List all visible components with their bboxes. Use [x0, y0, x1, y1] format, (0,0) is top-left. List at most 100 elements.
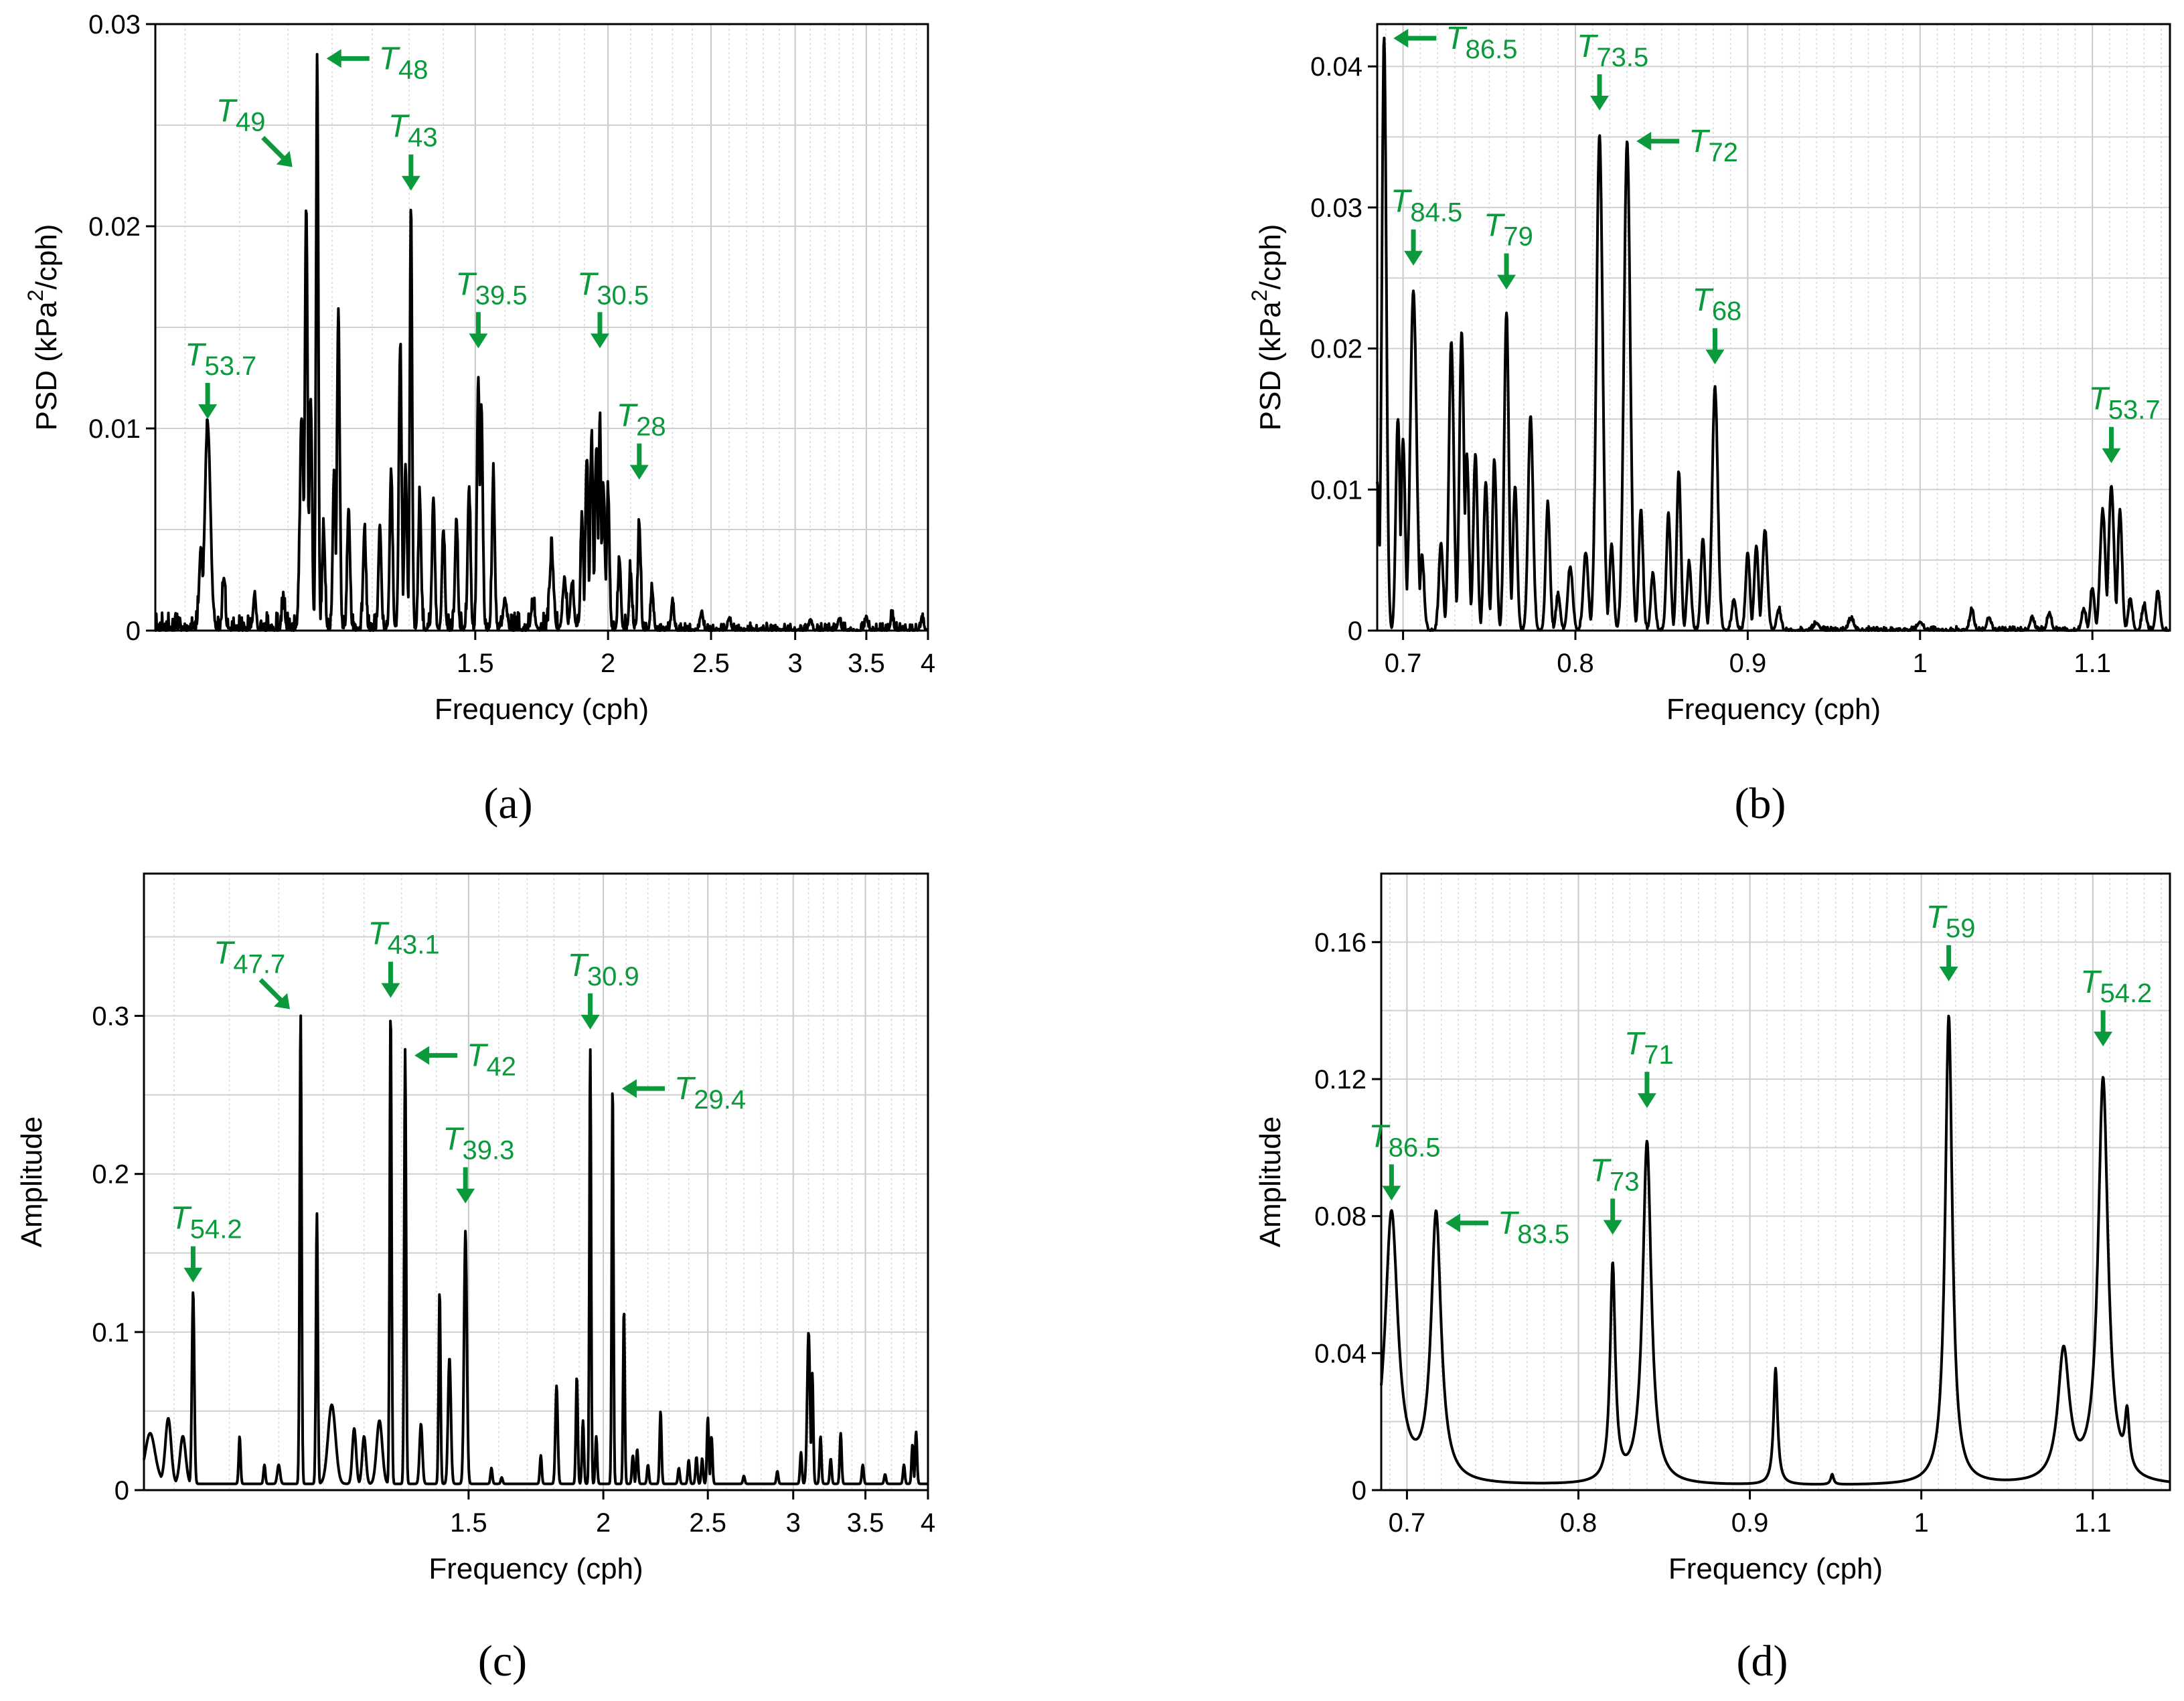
annotation: T86.5	[1369, 1119, 1441, 1201]
x-tick-label: 3	[788, 649, 803, 678]
annotation-label: T49	[216, 93, 266, 137]
annotation: T54.2	[170, 1201, 242, 1283]
annotation-arrow-head	[1636, 131, 1652, 151]
annotation-label: T43.1	[368, 916, 439, 960]
x-tick-label: 1.1	[2074, 649, 2111, 678]
plot-frame	[1376, 23, 2171, 632]
annotation-arrow-head	[414, 1046, 430, 1065]
annotation-arrow-head	[198, 404, 218, 419]
annotation: T73	[1590, 1153, 1640, 1235]
y-tick-label: 0.03	[1310, 193, 1362, 223]
y-tick-label: 0.16	[1314, 928, 1367, 957]
annotation-label: T39.3	[443, 1122, 514, 1165]
annotation-arrow-head	[629, 465, 649, 480]
x-tick-label: 3.5	[848, 649, 885, 678]
x-tick-label: 1.5	[450, 1508, 487, 1538]
annotation-arrow-head	[1404, 250, 1423, 266]
annotation-arrow-head	[401, 175, 420, 191]
annotation-label: T68	[1692, 282, 1741, 326]
annotation: T71	[1624, 1026, 1674, 1109]
panel-label: (a)	[483, 779, 532, 828]
annotation-arrow-head	[580, 1014, 600, 1030]
annotation-label: T47.7	[214, 936, 285, 979]
y-tick-label: 0	[126, 617, 141, 646]
annotation-arrow-shaft	[258, 978, 284, 1003]
annotation: T42	[414, 1038, 516, 1082]
x-tick-label: 0.7	[1385, 649, 1422, 678]
annotation-arrow-head	[2102, 448, 2121, 463]
annotation: T39.5	[455, 266, 528, 349]
y-tick-label: 0.01	[88, 414, 141, 444]
annotation-arrow-head	[456, 1188, 475, 1204]
x-tick-label: 0.7	[1389, 1508, 1426, 1538]
x-tick-label: 3	[786, 1508, 801, 1538]
panel-d: 0.7 0.8 0.9 1 1.1 0 0.04 0.08 0.12 0.16 Frequency …	[1254, 872, 2171, 1686]
y-tick-label: 0.04	[1310, 52, 1362, 82]
y-tick-label: 0	[1352, 1476, 1367, 1506]
series-line	[1380, 1014, 2171, 1486]
annotation-arrow-head	[1637, 1093, 1656, 1109]
y-tick-label: 0.03	[88, 10, 141, 39]
series-line	[1376, 36, 2171, 632]
y-tick-label: 0.08	[1314, 1202, 1367, 1232]
grid	[155, 24, 928, 631]
y-tick-label: 0.01	[1310, 475, 1362, 505]
y-axis-title-sup: 2	[23, 289, 48, 301]
annotation: T47.7	[214, 936, 291, 1009]
annotation-label: T84.5	[1391, 184, 1462, 228]
y-axis-title: PSD (kPa2/cph)	[1247, 224, 1287, 431]
y-tick-label: 0.3	[92, 1002, 129, 1032]
annotation-label: T72	[1689, 124, 1738, 167]
y-tick-label: 0.1	[92, 1318, 129, 1348]
grid	[1381, 874, 2170, 1490]
annotation-label: T54.2	[170, 1201, 242, 1244]
y-tick-label: 0.02	[1310, 335, 1362, 364]
annotation-label: T30.9	[568, 948, 639, 991]
plot-frame	[143, 872, 929, 1491]
y-tick-label: 0.2	[92, 1160, 129, 1190]
x-axis-title: Frequency (cph)	[1666, 693, 1881, 726]
annotation: T43.1	[368, 916, 440, 998]
annotation: T86.5	[1393, 21, 1517, 64]
annotation-label: T86.5	[1369, 1119, 1440, 1162]
annotation: T39.3	[443, 1122, 514, 1204]
annotation: T54.2	[2080, 965, 2152, 1047]
annotation-label: T28	[617, 398, 666, 442]
x-axis-title: Frequency (cph)	[435, 693, 649, 726]
x-axis-title: Frequency (cph)	[1668, 1552, 1883, 1585]
annotation-label: T48	[379, 41, 428, 84]
annotation-arrow-head	[1382, 1186, 1401, 1201]
annotation-label: T53.7	[185, 337, 256, 381]
annotation-label: T73.5	[1577, 29, 1648, 72]
y-axis-title-end: /cph)	[30, 224, 63, 290]
annotation: T43	[388, 109, 438, 191]
plot-frame	[154, 23, 929, 632]
annotation: T59	[1926, 900, 1975, 981]
annotation-label: T42	[467, 1038, 516, 1082]
annotation-arrow-shaft	[261, 136, 287, 161]
x-tick-label: 3.5	[847, 1508, 884, 1538]
annotation: T83.5	[1445, 1206, 1569, 1249]
annotation-label: T71	[1624, 1026, 1674, 1070]
annotation: T73.5	[1577, 29, 1648, 110]
annotation-label: T54.2	[2080, 965, 2152, 1008]
annotation-label: T39.5	[455, 266, 527, 310]
annotation: T30.5	[577, 266, 649, 349]
annotation-label: T86.5	[1446, 21, 1517, 64]
annotation-label: T53.7	[2088, 382, 2160, 425]
x-tick-label: 2.5	[689, 1508, 726, 1538]
grid	[144, 874, 928, 1490]
x-tick-label: 0.9	[1731, 1508, 1769, 1538]
x-tick-label: 0.8	[1560, 1508, 1597, 1538]
annotation: T72	[1636, 124, 1738, 167]
y-tick-label: 0.12	[1314, 1065, 1367, 1095]
y-tick-label: 0.04	[1314, 1339, 1367, 1368]
x-tick-label: 0.9	[1729, 649, 1767, 678]
x-tick-label: 4	[921, 649, 935, 678]
annotation-label: T30.5	[577, 266, 649, 310]
annotation-arrow-head	[1590, 95, 1610, 110]
annotation-label: T29.4	[674, 1071, 746, 1115]
y-tick-label: 0.02	[88, 212, 141, 242]
plot-frame	[1380, 872, 2171, 1491]
annotations: T86.5 T84.5 T79 T73.5 T72 T68 T53.7	[1391, 21, 2161, 463]
